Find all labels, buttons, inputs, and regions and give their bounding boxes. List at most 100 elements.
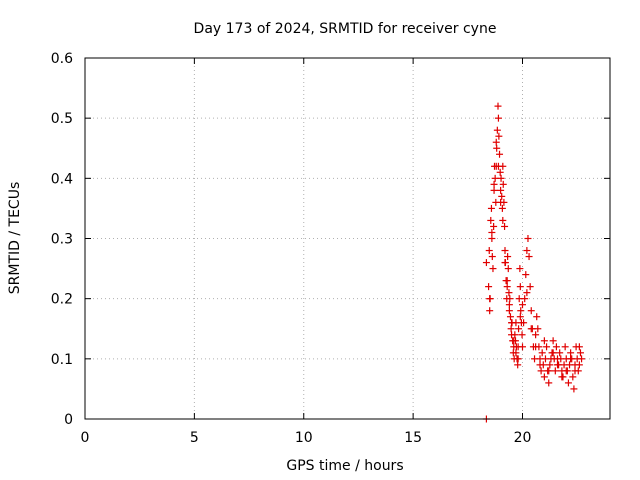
data-point — [562, 367, 570, 375]
data-point — [540, 337, 548, 345]
y-tick-label: 0.2 — [51, 292, 73, 308]
data-point — [525, 253, 533, 261]
y-tick-label: 0 — [64, 412, 73, 428]
data-point — [487, 216, 495, 224]
data-point — [489, 265, 497, 273]
data-points — [482, 102, 586, 423]
data-point — [503, 277, 511, 285]
data-point — [498, 204, 506, 212]
data-point — [552, 343, 560, 351]
data-point — [505, 301, 513, 309]
data-point — [497, 186, 505, 194]
data-point — [549, 349, 557, 357]
data-point — [527, 307, 535, 315]
data-point — [534, 325, 542, 333]
data-point — [549, 337, 557, 345]
data-point — [486, 295, 494, 303]
data-point — [574, 367, 582, 375]
data-point — [538, 349, 546, 357]
data-point — [536, 361, 544, 369]
data-point — [569, 373, 577, 381]
data-point — [546, 361, 554, 369]
data-point — [537, 367, 545, 375]
data-point — [495, 132, 503, 140]
data-point — [488, 235, 496, 242]
data-point — [576, 349, 584, 357]
data-point — [517, 307, 525, 315]
data-point — [503, 283, 511, 291]
data-point — [545, 367, 553, 375]
data-point — [496, 150, 504, 158]
data-point — [510, 337, 518, 345]
x-axis-label: GPS time / hours — [286, 458, 403, 474]
data-point — [506, 295, 514, 303]
data-point — [571, 361, 579, 369]
data-point — [558, 373, 566, 381]
data-point — [556, 349, 564, 357]
data-point — [551, 367, 559, 375]
data-point — [570, 385, 578, 393]
data-point — [493, 126, 501, 134]
data-point — [497, 174, 505, 182]
x-tick-label: 5 — [190, 430, 199, 446]
data-point — [540, 373, 548, 381]
data-point — [486, 307, 494, 315]
data-point — [567, 355, 575, 363]
y-tick-label: 0.4 — [51, 171, 73, 187]
data-point — [512, 349, 520, 357]
data-point — [488, 228, 496, 236]
data-point — [543, 343, 551, 351]
data-point — [514, 361, 522, 369]
y-tick-label: 0.3 — [51, 232, 73, 248]
data-point — [501, 247, 509, 255]
data-point — [514, 355, 522, 363]
data-point — [521, 295, 529, 303]
data-point — [492, 138, 500, 146]
data-point — [505, 307, 513, 315]
data-point — [545, 379, 553, 387]
data-point — [511, 331, 519, 339]
data-point — [578, 355, 586, 363]
data-point — [567, 349, 575, 357]
data-point — [519, 343, 526, 351]
data-point — [533, 313, 541, 321]
data-point — [485, 247, 493, 255]
x-tick-label: 0 — [81, 430, 90, 446]
data-point — [485, 283, 493, 291]
data-point — [482, 259, 490, 267]
data-point — [488, 253, 496, 261]
data-point — [518, 331, 526, 339]
y-axis-label: SRMTID / TECUs — [7, 182, 23, 295]
data-point — [494, 114, 502, 122]
data-point — [494, 162, 502, 170]
plot-frame — [84, 57, 611, 420]
chart-title: Day 173 of 2024, SRMTID for receiver cyn… — [194, 21, 497, 37]
data-point — [494, 102, 502, 110]
data-point — [519, 301, 526, 309]
data-point — [575, 343, 583, 351]
data-point — [487, 204, 495, 212]
data-point — [564, 379, 572, 387]
y-tick-label: 0.5 — [51, 111, 73, 127]
data-point — [561, 343, 569, 351]
data-point — [491, 174, 499, 182]
axis-ticks: 0 5 10 15 20 0 0.1 0.2 0.3 0.4 0.5 0.6 — [51, 51, 610, 446]
data-point — [532, 331, 540, 339]
data-point — [532, 343, 540, 351]
data-point — [507, 325, 515, 333]
data-point — [504, 265, 512, 273]
data-point — [490, 186, 498, 194]
data-point — [527, 325, 535, 333]
data-point — [501, 259, 509, 267]
data-point — [501, 222, 509, 230]
data-point — [524, 235, 532, 242]
grid-lines — [85, 58, 610, 419]
x-tick-label: 20 — [514, 430, 532, 446]
y-tick-label: 0.1 — [51, 352, 73, 368]
data-point — [506, 313, 514, 321]
data-point — [490, 180, 498, 188]
data-point — [499, 180, 507, 188]
data-point — [520, 319, 528, 327]
data-point — [497, 198, 505, 206]
